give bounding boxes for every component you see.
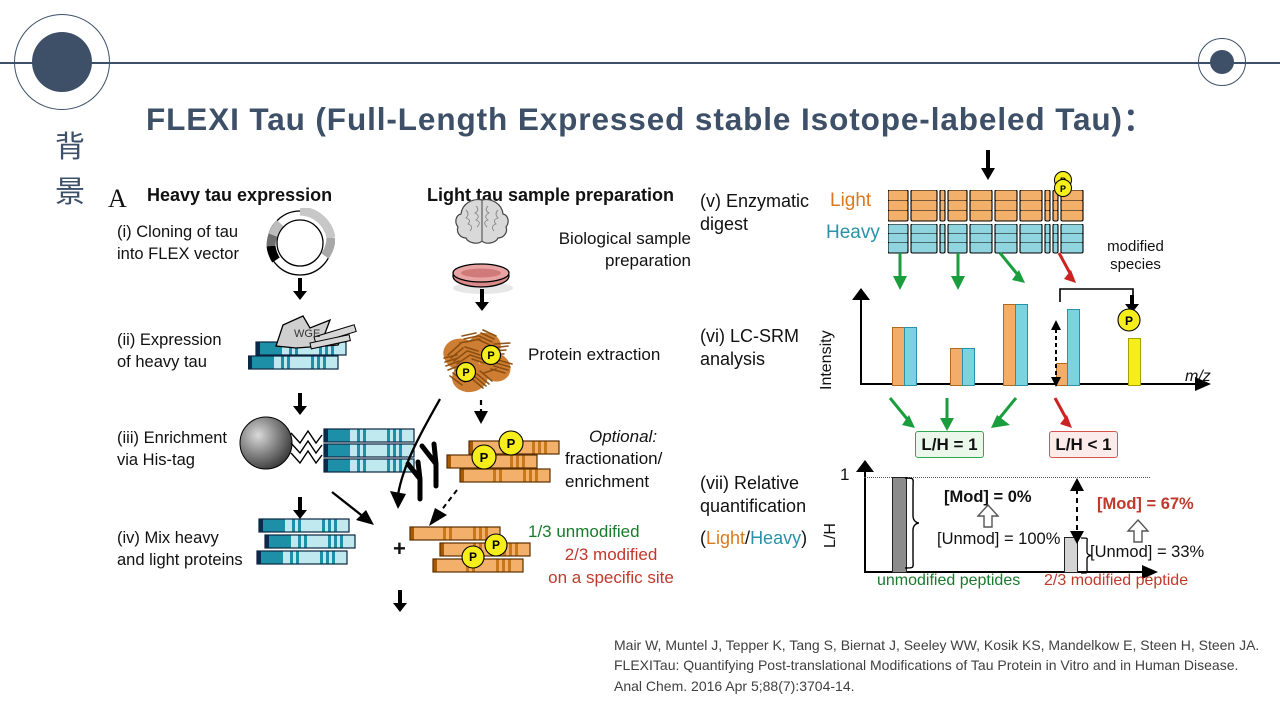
svg-text:P: P [1060,184,1066,194]
svg-text:P: P [1125,314,1133,328]
svg-text:P: P [507,436,516,451]
svg-text:WGE: WGE [294,328,320,340]
svg-text:P: P [480,450,489,465]
svg-text:P: P [492,538,500,552]
svg-text:P: P [469,550,477,564]
svg-text:P: P [462,367,469,379]
svg-text:P: P [487,350,494,362]
